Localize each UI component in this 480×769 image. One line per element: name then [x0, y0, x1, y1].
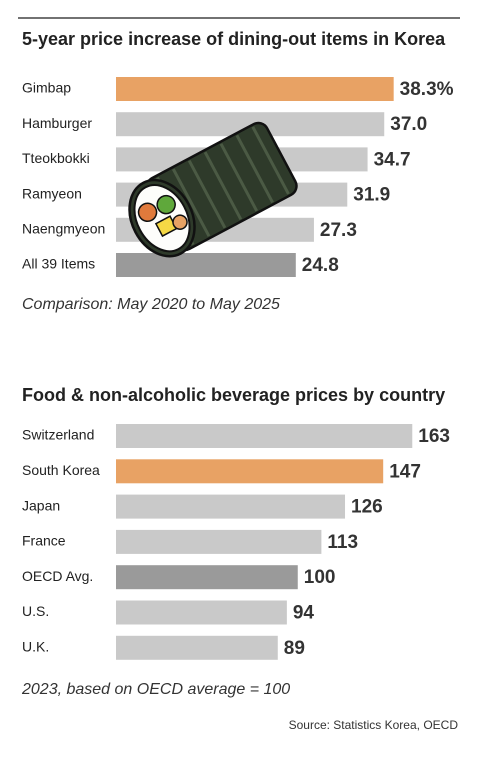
bar	[116, 494, 346, 519]
category-label: U.K.	[22, 639, 49, 655]
category-label: Hamburger	[22, 115, 92, 131]
value-label: 100	[304, 567, 336, 588]
filling-spinach	[156, 194, 176, 215]
roll-stripe	[219, 143, 259, 212]
bar	[116, 77, 394, 101]
category-label: Tteokbokki	[22, 150, 90, 166]
roll-stripe	[171, 168, 211, 237]
chart-note: 2023, based on OECD average = 100	[21, 681, 290, 698]
bar	[116, 565, 298, 590]
value-label: 89	[284, 638, 305, 659]
gimbap-illustration	[128, 121, 298, 258]
roll-rice	[133, 184, 191, 253]
roll-stripe	[251, 126, 290, 195]
value-label: 126	[351, 497, 383, 518]
category-label: Naengmyeon	[22, 221, 105, 237]
bar	[116, 459, 384, 484]
value-label: 38.3%	[400, 79, 454, 100]
roll-stripe	[203, 151, 243, 221]
value-label: 24.8	[302, 255, 339, 276]
source: Source: Statistics Korea, OECD	[289, 718, 459, 732]
value-label: 147	[389, 461, 421, 482]
category-label: Gimbap	[22, 80, 71, 96]
bar	[116, 635, 278, 660]
bar	[116, 529, 322, 554]
bar	[116, 253, 296, 277]
category-label: All 39 Items	[22, 256, 95, 272]
value-label: 37.0	[390, 114, 427, 135]
category-label: Ramyeon	[22, 185, 82, 201]
value-label: 163	[418, 426, 450, 447]
category-label: France	[22, 533, 66, 549]
chart-title: 5-year price increase of dining-out item…	[22, 29, 446, 49]
category-label: U.S.	[22, 603, 49, 619]
roll-stripe	[187, 159, 227, 229]
category-label: OECD Avg.	[22, 568, 93, 584]
bar	[116, 424, 413, 448]
chart-note: Comparison: May 2020 to May 2025	[22, 296, 280, 313]
category-label: Switzerland	[22, 427, 94, 443]
bar	[116, 600, 287, 625]
filling-ham	[172, 214, 188, 230]
roll-stripe	[235, 134, 274, 204]
category-label: South Korea	[22, 462, 100, 478]
value-label: 94	[293, 603, 315, 624]
value-label: 34.7	[374, 149, 411, 170]
value-label: 31.9	[353, 185, 390, 206]
value-label: 113	[327, 532, 358, 553]
filling-carrot	[137, 202, 158, 223]
chart-title: Food & non-alcoholic beverage prices by …	[22, 385, 445, 405]
category-label: Japan	[22, 497, 60, 513]
value-label: 27.3	[320, 220, 357, 241]
